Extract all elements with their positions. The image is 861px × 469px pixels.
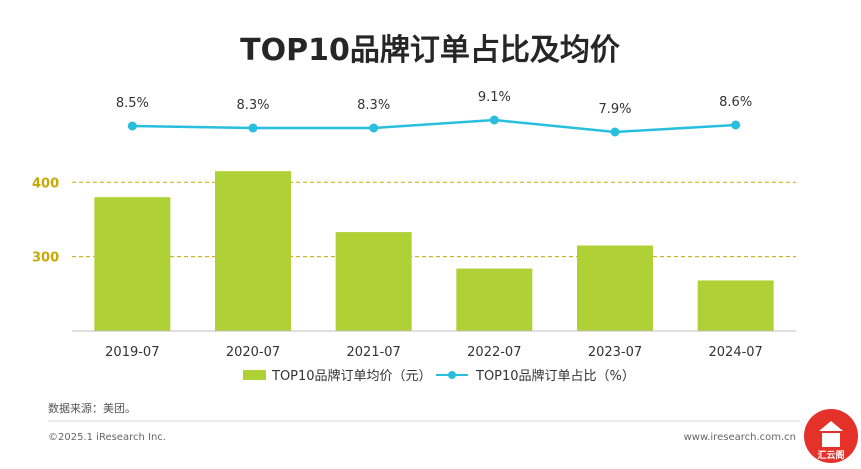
gridlines <box>72 181 796 258</box>
source-note: 数据来源：美团。 <box>48 401 136 415</box>
x-tick-label: 2023-07 <box>588 345 642 360</box>
y-tick-label: 300 <box>32 251 59 266</box>
bar <box>335 232 412 331</box>
data-label: 8.3% <box>236 98 269 113</box>
website: www.iresearch.com.cn <box>684 432 796 443</box>
y-tick-labels: 400 300 <box>32 176 59 265</box>
x-tick-label: 2021-07 <box>347 345 401 360</box>
line-point <box>610 127 620 137</box>
bar <box>697 280 774 331</box>
data-label: 7.9% <box>598 102 631 117</box>
data-label: 8.3% <box>357 98 390 113</box>
x-tick-label: 2022-07 <box>467 345 521 360</box>
copyright: ©2025.1 iResearch Inc. <box>48 432 166 443</box>
bar <box>215 171 291 331</box>
line-point <box>731 120 741 130</box>
data-label: 8.6% <box>719 95 752 110</box>
x-tick-label: 2024-07 <box>709 345 763 360</box>
legend: TOP10品牌订单均价（元） TOP10品牌订单占比（%） <box>243 368 635 384</box>
x-tick-label: 2020-07 <box>226 345 280 360</box>
legend-bar-label: TOP10品牌订单均价（元） <box>271 368 432 384</box>
line-point <box>127 121 137 131</box>
x-tick-labels: 2019-07 2020-07 2021-07 2022-07 2023-07 2024-… <box>105 345 763 360</box>
watermark-logo: 汇云阁 <box>804 409 858 463</box>
y-tick-label: 400 <box>32 176 59 191</box>
legend-bar-swatch <box>243 370 266 380</box>
line-point <box>489 115 499 125</box>
pagoda-roof <box>819 421 843 447</box>
bar <box>456 268 533 331</box>
x-tick-label: 2019-07 <box>105 345 159 360</box>
watermark-text: 汇云阁 <box>817 449 844 461</box>
data-label: 9.1% <box>478 90 511 105</box>
legend-line-label: TOP10品牌订单占比（%） <box>475 368 635 384</box>
legend-line-marker <box>448 371 456 379</box>
bar <box>94 197 171 331</box>
bar-series <box>94 171 774 331</box>
line-path <box>132 118 736 134</box>
bar <box>577 245 653 331</box>
chart-title: TOP10品牌订单占比及均价 <box>240 33 620 68</box>
line-point <box>248 123 258 133</box>
line-point <box>369 123 379 133</box>
data-label: 8.5% <box>116 96 149 111</box>
line-series: 8.5% 8.3% 8.3% 9.1% 7.9% 8.6% <box>116 90 752 137</box>
